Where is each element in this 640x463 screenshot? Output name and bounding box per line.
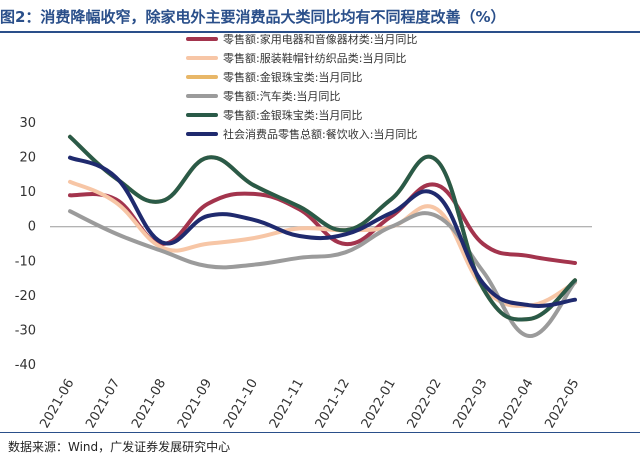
x-tick-label: 2022-01 [359, 377, 399, 432]
y-tick-label: 0 [28, 220, 36, 235]
legend-label-catering: 社会消费品零售总额:餐饮收入:当月同比 [223, 127, 417, 141]
x-tick-label: 2021-06 [37, 377, 77, 432]
x-tick-label: 2022-04 [496, 377, 536, 432]
y-tick-label: -20 [15, 289, 36, 304]
figure-header: 图2：消费降幅收窄，除家电外主要消费品大类同比均有不同程度改善（%） [0, 0, 640, 34]
series-lines [68, 134, 577, 338]
x-tick-label: 2021-07 [83, 377, 123, 432]
x-tick-label: 2021-11 [267, 377, 307, 432]
series-line-jewelry-green [68, 134, 577, 322]
legend-label-jewelry-gold: 零售额:金银珠宝类:当月同比 [223, 70, 362, 84]
y-tick-label: 10 [19, 185, 36, 200]
x-tick-label: 2022-02 [405, 377, 445, 432]
legend-label-autos: 零售额:汽车类:当月同比 [223, 89, 340, 103]
legend: 零售额:家用电器和音像器材类:当月同比零售额:服装鞋帽针纺织品类:当月同比零售额… [186, 34, 417, 141]
series-line-catering [68, 155, 577, 308]
y-tick-label: -10 [15, 254, 36, 269]
figure-title: 图2：消费降幅收窄，除家电外主要消费品大类同比均有不同程度改善（%） [0, 8, 506, 26]
source-divider [0, 432, 640, 433]
x-tick-label: 2021-12 [313, 377, 353, 432]
y-tick-label: 30 [19, 116, 36, 131]
y-tick-label: -30 [15, 323, 36, 338]
title-divider [0, 31, 640, 33]
x-tick-label: 2022-05 [542, 377, 582, 432]
y-tick-label: -40 [15, 358, 36, 373]
legend-label-appliances: 零售额:家用电器和音像器材类:当月同比 [223, 34, 417, 46]
x-tick-label: 2021-08 [129, 377, 169, 432]
x-tick-label: 2021-09 [175, 377, 215, 432]
source-note: 数据来源：Wind，广发证券发展研究中心 [8, 440, 231, 454]
legend-label-apparel: 零售额:服装鞋帽针纺织品类:当月同比 [223, 51, 406, 65]
x-tick-label: 2021-10 [221, 377, 261, 432]
legend-label-jewelry-green: 零售额:金银珠宝类:当月同比 [223, 108, 362, 122]
y-tick-label: 20 [19, 151, 36, 166]
series-line-autos [68, 209, 577, 338]
series-line-appliances [68, 182, 577, 265]
x-tick-label: 2022-03 [450, 377, 490, 432]
